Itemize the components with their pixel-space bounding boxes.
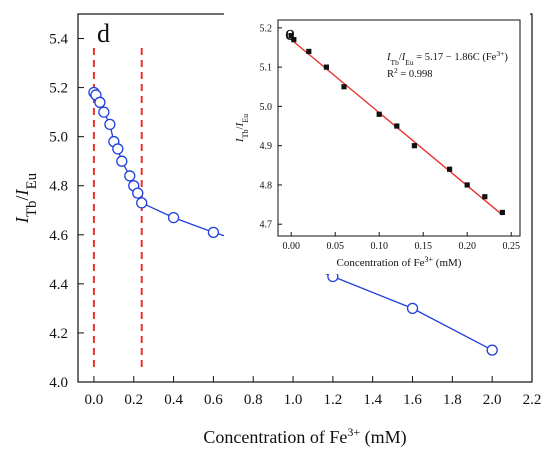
x-tick-label: 0.05 [326,241,344,252]
data-point [394,123,400,129]
data-point [116,155,128,167]
data-point [482,194,488,200]
y-tick-label: 5.0 [49,130,68,146]
y-tick-label: 4.9 [260,141,273,152]
inset-fit-equation: ITb/IEu = 5.17 − 1.86C (Fe3+) [386,49,508,67]
y-tick-label: 5.4 [49,32,68,48]
data-point [411,143,417,149]
inset-series [288,33,505,216]
data-point [406,302,419,315]
inset-y-axis-title: ITb/IEu [234,114,250,143]
x-tick-label: 0.8 [244,392,263,408]
data-point [124,170,136,182]
x-tick-label: 0.4 [164,392,183,408]
inset-background [224,12,530,274]
main-chart: 0.0 0.2 0.4 0.6 0.8 1.0 1.2 1.4 1.6 1.8 2.0 2.2 4.0 4… [12,13,541,448]
y-tick-label: 4.6 [49,228,68,244]
main-tick-labels: 0.0 0.2 0.4 0.6 0.8 1.0 1.2 1.4 1.6 1.8 2.0 2.2 4.0 4… [49,32,541,408]
inset-plot-frame [277,19,521,237]
x-tick-label: 0.0 [85,392,104,408]
data-point [167,211,180,224]
x-tick-label: 0.00 [282,241,300,252]
y-tick-label: 4.8 [49,179,68,195]
x-tick-label: 1.8 [443,392,462,408]
x-tick-label: 0.20 [458,241,476,252]
y-tick-label: 4.7 [260,220,273,231]
data-point [341,84,347,90]
data-point [104,118,116,131]
data-point [499,209,505,216]
y-tick-label: 4.4 [49,277,68,293]
data-point [376,111,382,117]
inset-r-squared: R2 = 0.998 [387,66,433,81]
inset-tick-labels: 0.00 0.05 0.10 0.15 0.20 0.25 4.7 4.8 4.9 5.0 5.1 5… [260,23,520,252]
x-tick-label: 1.0 [284,392,303,408]
data-point [288,33,294,39]
data-point [132,187,144,199]
x-tick-label: 0.25 [502,241,520,252]
inset-chart: 0.00 0.05 0.10 0.15 0.20 0.25 4.7 4.8 4.9 5.0 5.1 5… [224,12,530,274]
main-axis-ticks [78,38,533,383]
main-panel-label: d [97,19,110,48]
y-tick-label: 5.1 [260,63,273,74]
main-y-axis-title: ITb/IEu [12,172,40,224]
data-point [94,96,106,108]
y-tick-label: 5.2 [260,23,273,34]
x-tick-label: 1.6 [403,392,422,408]
y-tick-label: 5.0 [260,102,273,113]
x-tick-label: 0.6 [204,392,223,408]
data-point [98,106,110,118]
data-point [306,48,312,55]
y-tick-label: 5.2 [49,81,68,97]
x-tick-label: 1.2 [324,392,343,408]
y-tick-label: 4.0 [49,375,68,391]
x-tick-label: 1.4 [363,392,382,408]
y-tick-label: 4.8 [260,180,273,191]
x-tick-label: 2.2 [523,392,542,408]
y-tick-label: 4.2 [49,326,68,342]
data-point [323,64,329,70]
data-point [464,182,470,188]
x-tick-label: 0.10 [370,241,388,252]
inset-axis-ticks [278,27,512,236]
data-point [486,344,498,356]
data-point [112,143,124,155]
data-point [291,37,297,43]
data-point [207,226,220,238]
x-tick-label: 2.0 [483,392,502,408]
data-point [447,166,453,172]
main-x-axis-title: Concentration of Fe3+ (mM) [203,425,406,448]
x-tick-label: 0.2 [124,392,143,408]
main-reference-lines [92,48,143,372]
x-tick-label: 0.15 [414,241,432,252]
data-point [136,197,148,209]
inset-x-axis-title: Concentration of Fe3+ (mM) [337,255,462,270]
inset-panel-label: e [285,20,295,45]
